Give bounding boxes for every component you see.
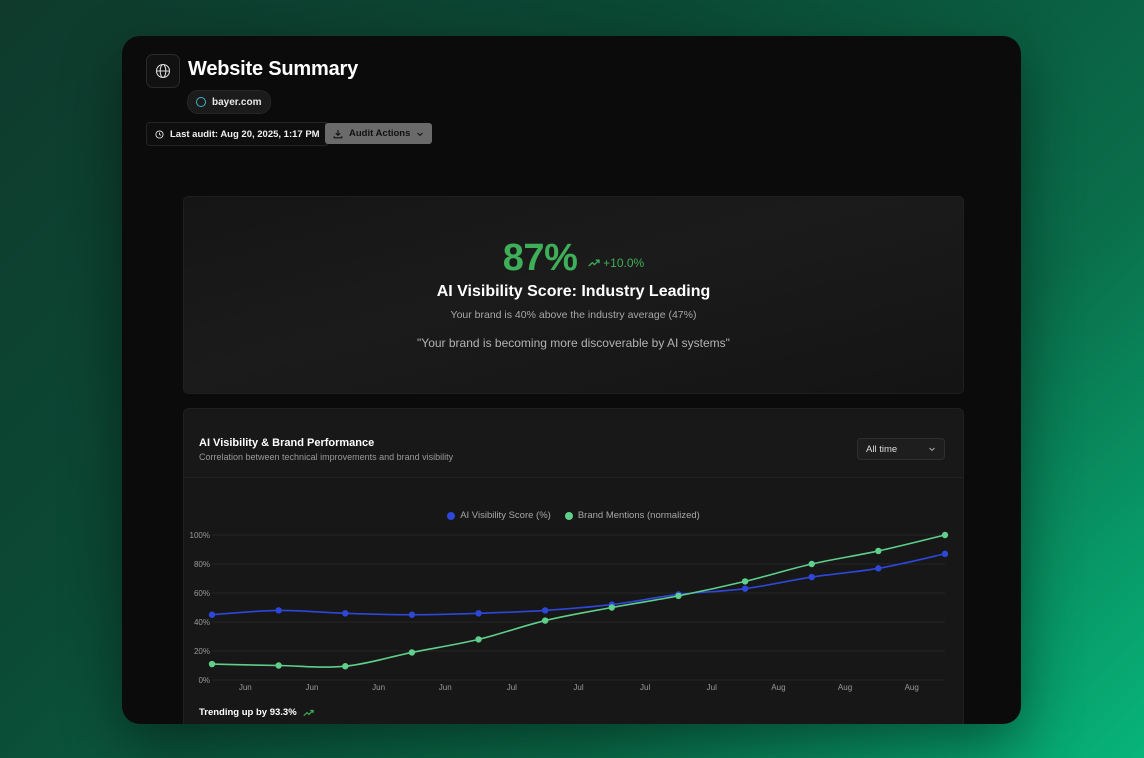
data-point-brand-mentions [808, 560, 815, 568]
data-point-brand-mentions [541, 617, 549, 624]
chart-description: Correlation between technical improvemen… [199, 452, 454, 462]
score-change-value: +10.0% [603, 256, 645, 270]
chevron-down-icon [417, 132, 424, 136]
last-audit-info: Last audit: Aug 20, 2025, 1:17 PM [146, 122, 329, 146]
x-tick-label: Jun [239, 683, 252, 692]
chevron-down-icon [929, 447, 935, 452]
trend-summary: Trending up by 93.3% [199, 707, 314, 718]
score-value: 87% [502, 237, 578, 279]
audit-actions-button[interactable]: Audit Actions [325, 123, 433, 144]
x-tick-label: Jun [306, 683, 319, 692]
x-tick-label: Jul [507, 683, 517, 692]
chart-header: AI Visibility & Brand Performance Correl… [184, 409, 963, 478]
download-icon [333, 129, 343, 138]
y-tick-label: 60% [194, 589, 210, 598]
x-tick-label: Jun [372, 683, 385, 692]
data-point-ai-visibility [741, 585, 749, 592]
score-quote: "Your brand is becoming more discoverabl… [417, 336, 730, 350]
trend-text: Trending up by 93.3% [199, 707, 297, 718]
data-point-brand-mentions [342, 663, 349, 670]
y-tick-label: 20% [194, 647, 210, 656]
line-chart: 100% 80% 60% 40% 20% 0% Jun Jun Jun Jun Jul Jul Jul J… [190, 531, 949, 692]
data-point-brand-mentions [875, 547, 882, 555]
data-point-brand-mentions [941, 531, 949, 539]
series-line-ai-visibility [211, 553, 946, 616]
data-point-brand-mentions [208, 660, 216, 668]
data-point-ai-visibility [541, 607, 549, 614]
data-point-ai-visibility [941, 550, 949, 558]
clock-icon [155, 129, 164, 139]
data-point-brand-mentions [275, 662, 282, 669]
data-point-ai-visibility [875, 565, 882, 572]
x-tick-label: Jul [640, 683, 650, 692]
data-point-ai-visibility [342, 610, 349, 617]
legend-label: AI Visibility Score (%) [460, 510, 551, 521]
visibility-score-card: 87% +10.0% AI Visibility Score: Industry… [183, 196, 964, 394]
score-row: 87% +10.0% [184, 237, 963, 280]
y-tick-label: 80% [194, 560, 210, 569]
data-point-brand-mentions [741, 578, 749, 585]
legend-swatch-blue [447, 511, 456, 520]
score-change: +10.0% [588, 256, 644, 270]
legend-item-brand-mentions[interactable]: Brand Mentions (normalized) [564, 510, 700, 521]
data-point-brand-mentions [608, 604, 616, 611]
time-range-value: All time [866, 443, 898, 455]
chart-legend: AI Visibility Score (%) Brand Mentions (… [184, 510, 963, 521]
data-point-brand-mentions [408, 649, 416, 656]
x-tick-label: Jul [707, 683, 717, 692]
x-tick-label: Aug [838, 683, 852, 692]
page-title: Website Summary [188, 58, 359, 80]
trending-up-icon [588, 259, 600, 267]
last-audit-label: Last audit: Aug 20, 2025, 1:17 PM [170, 128, 320, 140]
performance-chart-card: AI Visibility & Brand Performance Correl… [183, 408, 964, 724]
trending-up-icon [302, 709, 314, 716]
series-line-brand-mentions [211, 534, 946, 668]
data-point-brand-mentions [475, 636, 482, 643]
data-point-ai-visibility [208, 611, 216, 618]
status-ring-icon [196, 97, 206, 107]
data-point-ai-visibility [408, 611, 416, 618]
time-range-select[interactable]: All time [857, 438, 945, 460]
x-tick-label: Jun [439, 683, 452, 692]
data-point-ai-visibility [475, 610, 482, 617]
y-tick-label: 40% [194, 618, 210, 627]
legend-swatch-green [564, 511, 573, 520]
globe-icon [155, 63, 171, 79]
legend-item-ai-visibility[interactable]: AI Visibility Score (%) [447, 510, 551, 521]
domain-chip[interactable]: bayer.com [187, 90, 272, 114]
x-tick-label: Jul [573, 683, 583, 692]
y-tick-label: 100% [190, 531, 210, 540]
data-point-ai-visibility [808, 573, 815, 581]
app-window: Website Summary bayer.com Last audit: Au… [122, 36, 1021, 724]
y-tick-label: 0% [198, 676, 210, 685]
score-headline: AI Visibility Score: Industry Leading [436, 283, 711, 300]
audit-actions-label: Audit Actions [349, 128, 411, 139]
legend-label: Brand Mentions (normalized) [577, 510, 700, 521]
chart-title: AI Visibility & Brand Performance [199, 437, 375, 449]
x-tick-label: Aug [905, 683, 919, 692]
data-point-brand-mentions [675, 592, 682, 600]
website-globe-button[interactable] [146, 54, 180, 88]
score-subtext: Your brand is 40% above the industry ave… [450, 309, 697, 321]
data-point-ai-visibility [275, 607, 282, 614]
x-tick-label: Aug [771, 683, 785, 692]
domain-label: bayer.com [212, 96, 262, 108]
